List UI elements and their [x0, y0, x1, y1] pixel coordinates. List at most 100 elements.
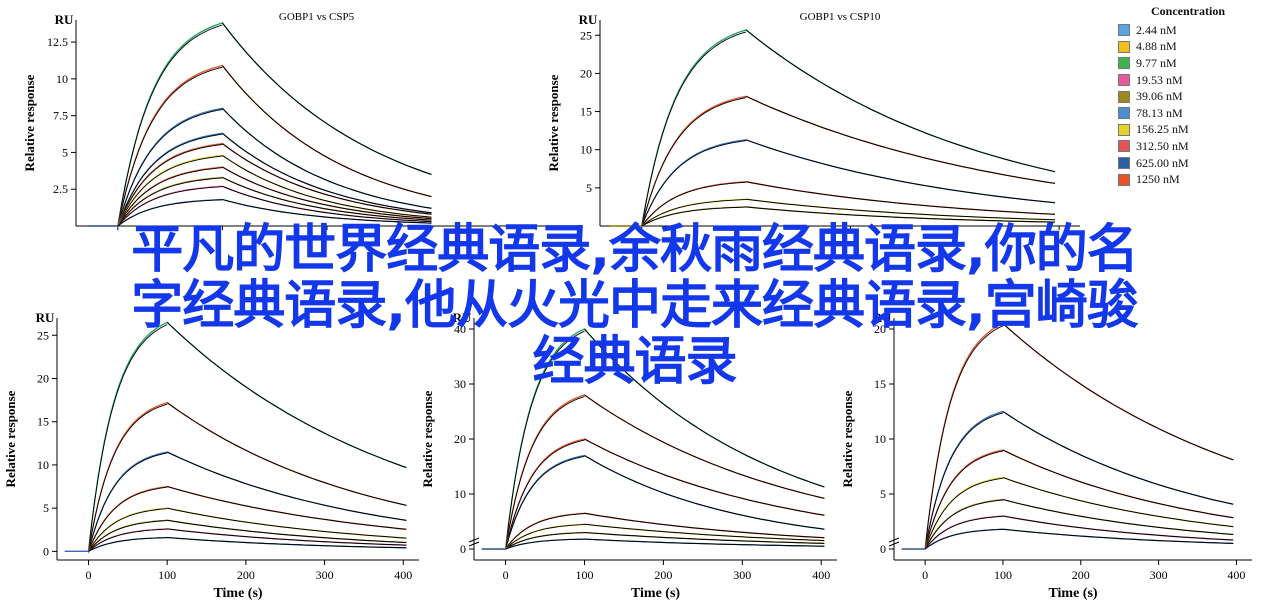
legend-title: Concentration — [1151, 4, 1225, 18]
x-tick-label: 300 — [316, 568, 334, 582]
fit-line — [1002, 477, 1234, 528]
series-line — [901, 476, 1234, 550]
legend-item: 78.13 nM — [1118, 105, 1258, 122]
series-line — [901, 449, 1234, 550]
y-tick-label: 0 — [880, 542, 886, 556]
overlay-line-2: 字经典语录,他从火光中走来经典语录,宫崎骏 — [131, 276, 1139, 336]
axis-break-mark — [468, 537, 480, 547]
legend-item: 312.50 nM — [1118, 138, 1258, 155]
legend-item: 19.53 nM — [1118, 72, 1258, 89]
y-axis-label: Relative response — [3, 390, 18, 487]
y-tick-label: 10 — [37, 458, 49, 472]
legend-label: 78.13 nM — [1136, 105, 1183, 120]
y-tick-label: 40 — [454, 322, 466, 336]
legend: Concentration 2.44 nM 4.88 nM 9.77 nM 19.53… — [1118, 4, 1258, 188]
fit-line — [924, 477, 1004, 550]
fit-line — [1002, 323, 1234, 461]
y-tick-label: 10 — [580, 143, 592, 157]
fit-line — [167, 519, 407, 543]
fit-line — [1002, 528, 1234, 544]
chart-title: GOBP1 vs CSP5 — [279, 11, 355, 23]
series-line — [86, 22, 432, 227]
fit-line — [166, 321, 407, 469]
fit-line — [88, 452, 168, 552]
legend-label: 625.00 nM — [1136, 155, 1189, 170]
x-tick-label: 0 — [85, 568, 91, 582]
x-tick-label: 300 — [1150, 568, 1168, 582]
legend-swatch — [1118, 123, 1130, 136]
fit-line — [88, 537, 168, 552]
fit-line — [117, 109, 223, 227]
x-axis-label: Time (s) — [1048, 586, 1097, 601]
fit-line — [745, 139, 1056, 204]
y-tick-label: 5 — [62, 145, 68, 159]
x-tick-label: 100 — [575, 568, 593, 582]
legend-swatch — [1118, 157, 1130, 170]
legend-item: 1250 nM — [1118, 171, 1258, 188]
legend-swatch — [1118, 173, 1130, 186]
fit-line — [117, 143, 223, 227]
fit-line — [641, 140, 747, 227]
chart-panel-5: RU 0 5 10 15 20 Relative response 0 100 200 300 400… — [840, 310, 1252, 601]
legend-item: 9.77 nM — [1118, 55, 1258, 72]
fit-line — [166, 451, 407, 521]
fit-line — [222, 199, 432, 224]
x-tick-label: 300 — [733, 568, 751, 582]
x-tick-label: 0 — [503, 568, 509, 582]
x-axis-label: Time (s) — [213, 586, 262, 601]
fit-line — [167, 537, 407, 549]
chart-panel-3: RU 0 5 10 15 20 25 Relative response 0 100 200 300 4… — [3, 310, 419, 601]
y-tick-label: 12.5 — [47, 35, 68, 49]
fit-line — [222, 107, 432, 209]
legend-label: 9.77 nM — [1136, 55, 1177, 70]
unit-label: RU — [36, 310, 55, 325]
fit-line — [222, 185, 432, 223]
legend-items: 2.44 nM 4.88 nM 9.77 nM 19.53 nM 39.06 nM 78.… — [1118, 22, 1258, 188]
legend-swatch — [1118, 24, 1130, 37]
x-tick-label: 200 — [654, 568, 672, 582]
y-tick-label: 20 — [874, 322, 886, 336]
legend-swatch — [1118, 57, 1130, 70]
fit-line — [167, 528, 407, 546]
fit-line — [88, 528, 168, 552]
chart-panel-1: RU GOBP1 vs CSP5 2.5 5 7.5 10 12.5 Relative res… — [22, 11, 557, 230]
legend-swatch — [1118, 107, 1130, 120]
fit-line — [746, 198, 1056, 221]
y-tick-label: 0 — [460, 542, 466, 556]
unit-label: RU — [579, 12, 598, 27]
y-tick-label: 10 — [454, 487, 466, 501]
fit-line — [88, 520, 168, 552]
y-tick-label: 25 — [580, 28, 592, 42]
x-tick-label: 200 — [1072, 568, 1090, 582]
fit-line — [924, 325, 1004, 550]
fit-line — [584, 523, 825, 542]
y-axis-label: Relative response — [546, 74, 561, 171]
legend-item: 156.25 nM — [1118, 122, 1258, 139]
y-tick-label: 10 — [874, 432, 886, 446]
legend-item: 625.00 nM — [1118, 155, 1258, 172]
fit-line — [584, 532, 825, 544]
y-tick-label: 15 — [580, 105, 592, 119]
y-tick-label: 25 — [37, 328, 49, 342]
fit-line — [505, 396, 585, 550]
fit-line — [584, 394, 825, 499]
y-tick-label: 15 — [37, 415, 49, 429]
legend-item: 39.06 nM — [1118, 88, 1258, 105]
y-axis-label: Relative response — [420, 390, 435, 487]
fit-line — [222, 154, 432, 218]
fit-line — [505, 532, 585, 550]
legend-item: 4.88 nM — [1118, 39, 1258, 56]
x-tick-label: 100 — [158, 568, 176, 582]
fit-line — [222, 22, 432, 175]
fit-line — [117, 199, 223, 227]
fit-line — [924, 515, 1004, 550]
fit-line — [641, 97, 747, 227]
fit-line — [641, 31, 747, 227]
y-tick-label: 5 — [43, 501, 49, 515]
legend-swatch — [1118, 74, 1130, 87]
fit-line — [924, 528, 1004, 550]
series-line — [901, 410, 1234, 550]
fit-line — [584, 455, 825, 530]
fit-line — [505, 330, 585, 550]
